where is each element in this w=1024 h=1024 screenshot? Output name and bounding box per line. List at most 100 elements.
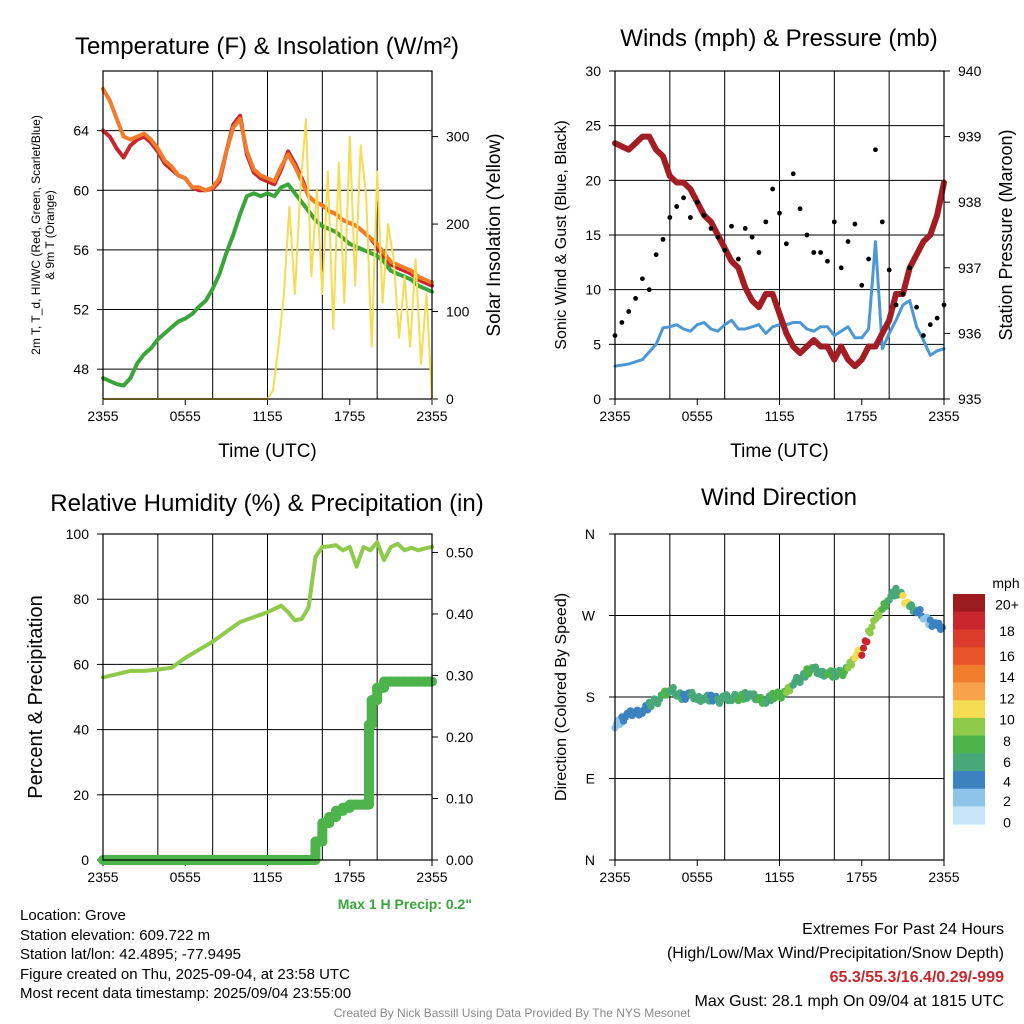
wind-gust-point <box>852 221 858 227</box>
rh-xtick-label: 2355 <box>87 869 118 885</box>
wind-plot-border <box>614 70 945 400</box>
rh-ytick-label: 80 <box>73 591 89 607</box>
wdir-point <box>882 602 890 611</box>
wind-y2tick-label: 940 <box>958 63 982 79</box>
wind-ytick-label: 25 <box>585 118 601 134</box>
rh-plot-border <box>102 533 433 861</box>
wind-gust-point <box>674 204 680 209</box>
wind-gust-point <box>900 291 906 297</box>
wdir-ytick-label: E <box>586 771 595 787</box>
wind-gust-point <box>927 322 933 328</box>
wind-gust-point <box>777 210 782 216</box>
wind-title: Winds (mph) & Pressure (mb) <box>620 25 937 52</box>
rh-xtick-label: 2355 <box>416 869 447 885</box>
wind-ylabel: Sonic Wind & Gust (Blue, Black) <box>553 120 570 349</box>
temp-plot-border <box>102 70 433 400</box>
colorbar-swatch <box>953 664 985 683</box>
wind-gust-point <box>866 256 872 262</box>
wind-xtick-label: 2355 <box>928 408 959 424</box>
rh-xtick-label: 1155 <box>252 869 282 885</box>
temp-ytick-label: 52 <box>73 302 89 318</box>
colorbar-tick-label: 2 <box>1003 793 1011 809</box>
wdir-point <box>863 638 871 646</box>
wind-y2label: Station Pressure (Maroon) <box>996 129 1016 340</box>
wind-series-0-line <box>613 240 946 368</box>
wind-gust-point <box>722 247 728 253</box>
wind-y2tick-label: 939 <box>958 129 982 145</box>
wdir-xtick-label: 2355 <box>928 869 959 885</box>
colorbar-swatch <box>953 700 985 719</box>
colorbar-tick-label: 8 <box>1003 733 1011 749</box>
wind-y2tick-label: 937 <box>958 260 982 276</box>
temp-xtick-label: 2355 <box>416 408 447 424</box>
wind-y2tick-label: 938 <box>958 194 982 210</box>
wind-gust-point <box>934 315 940 321</box>
wind-gust-point <box>818 250 824 255</box>
wdir-ytick-label: W <box>582 608 596 624</box>
rh-ytick-label: 100 <box>66 526 90 542</box>
wind-gust-point <box>907 265 913 271</box>
wdir-point <box>899 592 907 600</box>
temp-ytick-label: 60 <box>73 182 89 198</box>
colorbar-swatch <box>953 735 985 754</box>
wind-gust-point <box>763 219 769 225</box>
wind-ytick-label: 20 <box>585 172 601 188</box>
temp-ytick-label: 56 <box>73 242 89 258</box>
wdir-point <box>892 584 900 592</box>
colorbar-tick-label: 4 <box>1003 774 1011 790</box>
rh-y2tick-label: 0.10 <box>446 790 473 806</box>
wind-xtick-label: 0555 <box>682 408 713 424</box>
temp-y2label: Solar Insolation (Yellow) <box>484 133 505 336</box>
wind-gust-point <box>687 215 693 220</box>
colorbar-tick-label: 18 <box>999 623 1015 639</box>
wdir-title: Wind Direction <box>701 484 857 511</box>
wind-xtick-label: 1155 <box>764 408 794 424</box>
wdir-xtick-label: 2355 <box>599 869 630 885</box>
wdir-point <box>847 661 856 669</box>
wind-xtick-label: 2355 <box>599 408 630 424</box>
wdir-point <box>866 629 874 637</box>
recent-text: Most recent data timestamp: 2025/09/04 2… <box>20 985 352 1003</box>
wind-gust-point <box>694 199 700 205</box>
colorbar-swatch <box>953 788 985 807</box>
wind-gust-point <box>804 232 810 238</box>
created-text: Figure created on Thu, 2025-09-04, at 23… <box>20 965 350 983</box>
temp-y2tick-label: 0 <box>446 391 454 407</box>
wdir-ytick-label: N <box>585 526 595 542</box>
temp-series-2-line <box>101 182 434 388</box>
rh-ytick-label: 40 <box>73 722 89 738</box>
wind-y2tick-label: 935 <box>958 391 982 407</box>
wind-ytick-label: 30 <box>585 63 601 79</box>
wind-y2tick-label: 936 <box>958 325 982 341</box>
rh-ytick-label: 0 <box>81 852 89 868</box>
colorbar-unit-label: mph <box>992 575 1019 591</box>
colorbar-tick-label: 20+ <box>995 597 1019 613</box>
extremes-panel: Extremes For Past 24 Hours (High/Low/Max… <box>667 918 1004 1014</box>
wind-ytick-label: 10 <box>585 282 601 298</box>
wind-gust-point <box>811 250 817 255</box>
temp-y2tick-label: 100 <box>446 304 470 320</box>
wind-gust-point <box>825 258 830 264</box>
wind-gust-point <box>626 309 632 314</box>
temp-ytick-label: 64 <box>73 123 89 139</box>
temp-xtick-label: 0555 <box>170 408 201 424</box>
colorbar-swatch <box>953 806 985 825</box>
wdir-point <box>916 606 924 614</box>
wdir-point <box>858 651 866 659</box>
temp-y2tick-label: 300 <box>446 129 470 145</box>
rh-y2tick-label: 0.00 <box>446 852 473 868</box>
wind-gust-point <box>646 287 652 293</box>
wind-gust-point <box>633 296 638 301</box>
wind-gust-point <box>914 304 919 310</box>
rh-y2tick-label: 0.50 <box>446 544 473 560</box>
wind-gust-point <box>660 236 666 242</box>
wind-gust-point <box>845 239 851 244</box>
wind-gust-point <box>838 265 844 271</box>
wind-gust-point <box>708 226 714 231</box>
colorbar-swatch <box>953 629 985 648</box>
wind-gust-point <box>797 206 803 212</box>
wind-gust-point <box>756 250 762 255</box>
wind-gust-point <box>831 219 837 225</box>
wind-gust-point <box>873 147 878 153</box>
wdir-xtick-label: 1755 <box>846 869 877 885</box>
